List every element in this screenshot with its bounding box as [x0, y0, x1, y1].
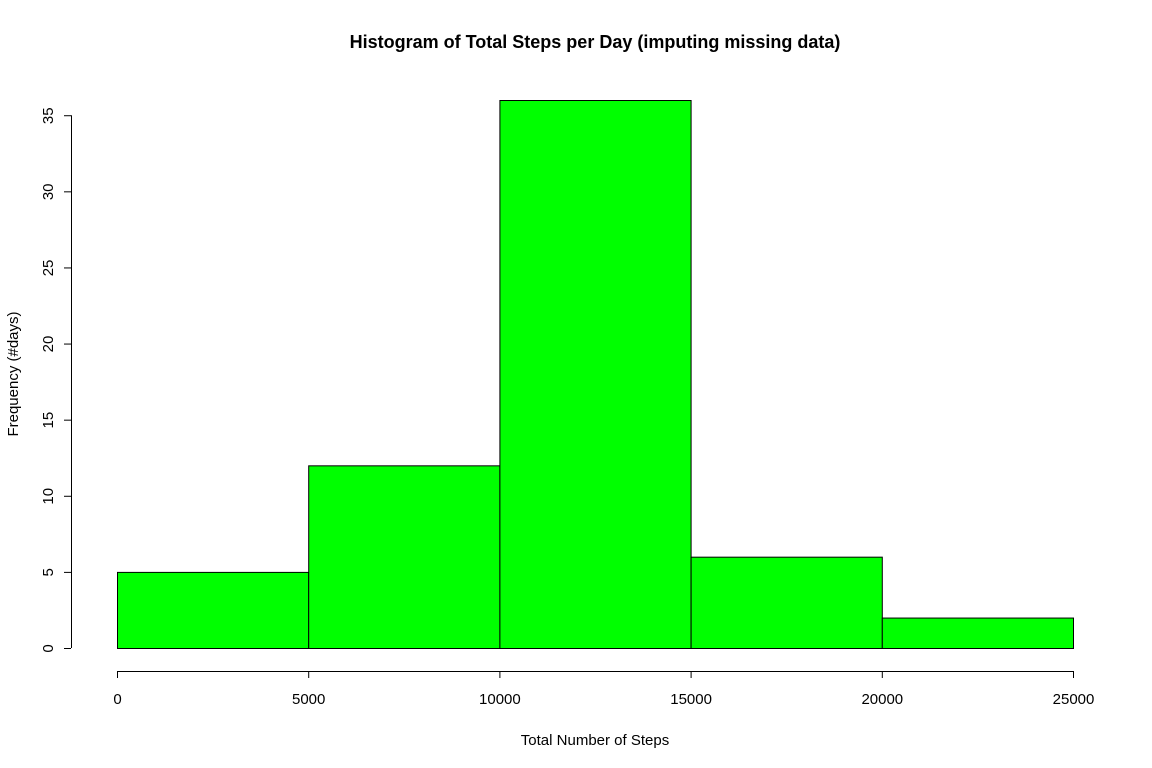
bars-group: [117, 100, 1074, 650]
x-axis-label: Total Number of Steps: [521, 732, 669, 749]
y-tick-label: 0: [40, 644, 57, 652]
y-tick-label: 15: [40, 412, 57, 429]
histogram-bar-4: [881, 617, 1074, 649]
x-tick-label: 10000: [479, 691, 521, 708]
y-tick-label: 20: [40, 336, 57, 353]
histogram-bar-3: [690, 556, 883, 650]
x-tick-label: 15000: [670, 691, 712, 708]
histogram-bar-2: [499, 100, 692, 649]
x-tick-label: 25000: [1053, 691, 1095, 708]
x-tick-label: 20000: [861, 691, 903, 708]
y-axis: 0 5 10 15 20 25 30 35: [40, 107, 72, 653]
y-tick-label: 25: [40, 260, 57, 277]
y-tick-label: 30: [40, 183, 57, 200]
y-tick-label: 35: [40, 107, 57, 124]
histogram-bar-1: [308, 465, 501, 650]
x-tick-label: 0: [113, 691, 121, 708]
x-axis: 0 5000 10000 15000 20000 25000: [113, 671, 1094, 708]
y-tick-label: 10: [40, 488, 57, 505]
chart-title: Histogram of Total Steps per Day (imputi…: [350, 32, 841, 52]
x-tick-label: 5000: [292, 691, 325, 708]
histogram-bar-0: [117, 571, 310, 650]
y-tick-label: 5: [40, 568, 57, 576]
y-axis-label: Frequency (#days): [5, 311, 22, 436]
